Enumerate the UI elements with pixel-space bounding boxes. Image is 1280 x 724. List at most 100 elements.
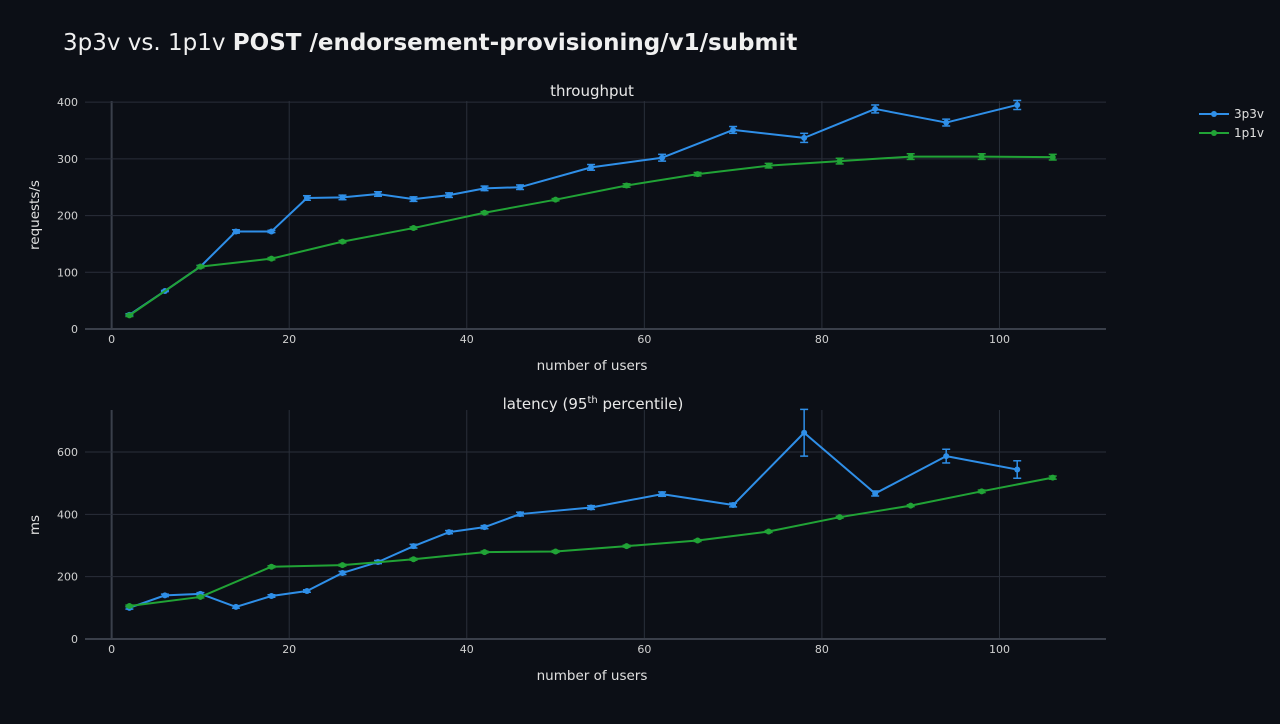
throughput-point-1p1v[interactable] <box>907 153 914 160</box>
latency-y-tick-label: 200 <box>57 571 78 584</box>
latency-point-3p3v[interactable] <box>232 603 239 610</box>
latency-x-tick-label: 0 <box>108 643 115 656</box>
throughput-point-3p3v[interactable] <box>588 164 595 171</box>
throughput-point-3p3v[interactable] <box>801 134 808 141</box>
legend-marker-3p3v <box>1211 111 1217 117</box>
throughput-y-tick-label: 200 <box>57 210 78 223</box>
throughput-series-3p3v <box>125 99 1022 318</box>
throughput-point-3p3v[interactable] <box>872 105 879 112</box>
throughput-point-1p1v[interactable] <box>197 263 204 270</box>
throughput-point-3p3v[interactable] <box>943 119 950 126</box>
throughput-series-1p1v <box>125 152 1057 319</box>
throughput-point-3p3v[interactable] <box>659 154 666 161</box>
latency-x-axis-label: number of users <box>537 668 648 684</box>
latency-line-3p3v <box>129 431 1018 609</box>
chart-title: 3p3v vs. 1p1v POST /endorsement-provisio… <box>63 30 797 56</box>
latency-point-3p3v[interactable] <box>943 453 950 460</box>
legend-label-3p3v: 3p3v <box>1234 107 1264 121</box>
latency-x-tick-label: 60 <box>637 643 651 656</box>
latency-point-1p1v[interactable] <box>410 556 417 563</box>
latency-point-1p1v[interactable] <box>836 514 843 521</box>
legend[interactable]: 3p3v 1p1v <box>1199 107 1264 140</box>
latency-x-tick-label: 100 <box>989 643 1010 656</box>
throughput-point-3p3v[interactable] <box>517 184 524 191</box>
latency-point-3p3v[interactable] <box>588 504 595 511</box>
latency-point-1p1v[interactable] <box>765 528 772 535</box>
latency-point-1p1v[interactable] <box>1049 474 1056 481</box>
latency-y-axis-label: ms <box>27 515 43 535</box>
latency-point-3p3v[interactable] <box>446 529 453 536</box>
throughput-y-tick-label: 300 <box>57 153 78 166</box>
throughput-x-tick-label: 20 <box>282 333 296 346</box>
throughput-point-1p1v[interactable] <box>978 153 985 160</box>
throughput-y-tick-label: 0 <box>71 323 78 336</box>
throughput-x-axis-label: number of users <box>537 358 648 374</box>
throughput-line-1p1v <box>128 155 1053 317</box>
throughput-point-1p1v[interactable] <box>765 162 772 169</box>
legend-marker-1p1v <box>1211 130 1217 136</box>
throughput-x-tick-label: 80 <box>815 333 829 346</box>
throughput-point-3p3v[interactable] <box>374 191 381 198</box>
throughput-point-1p1v[interactable] <box>339 238 346 245</box>
throughput-point-3p3v[interactable] <box>446 192 453 199</box>
latency-point-3p3v[interactable] <box>161 592 168 599</box>
panel-latency: latency (95th percentile) number of user… <box>27 395 1106 684</box>
throughput-point-1p1v[interactable] <box>623 182 630 189</box>
latency-x-tick-label: 20 <box>282 643 296 656</box>
throughput-point-3p3v[interactable] <box>339 194 346 201</box>
throughput-point-3p3v[interactable] <box>410 196 417 203</box>
throughput-point-1p1v[interactable] <box>268 255 275 262</box>
latency-point-3p3v[interactable] <box>481 524 488 531</box>
legend-item-3p3v[interactable]: 3p3v <box>1199 107 1264 121</box>
throughput-x-tick-label: 100 <box>989 333 1010 346</box>
latency-x-tick-label: 40 <box>460 643 474 656</box>
throughput-point-3p3v[interactable] <box>303 194 310 201</box>
throughput-point-1p1v[interactable] <box>1049 154 1056 161</box>
throughput-point-1p1v[interactable] <box>836 158 843 165</box>
throughput-x-tick-label: 40 <box>460 333 474 346</box>
throughput-point-3p3v[interactable] <box>232 228 239 235</box>
latency-point-3p3v[interactable] <box>872 490 879 497</box>
latency-point-3p3v[interactable] <box>1014 466 1021 473</box>
latency-line-1p1v <box>129 476 1053 607</box>
latency-point-1p1v[interactable] <box>552 548 559 555</box>
latency-point-3p3v[interactable] <box>410 543 417 550</box>
latency-point-1p1v[interactable] <box>339 562 346 569</box>
throughput-point-1p1v[interactable] <box>481 209 488 216</box>
latency-point-3p3v[interactable] <box>801 429 808 436</box>
throughput-x-tick-label: 60 <box>637 333 651 346</box>
throughput-point-1p1v[interactable] <box>410 225 417 232</box>
latency-y-tick-label: 600 <box>57 446 78 459</box>
throughput-point-3p3v[interactable] <box>268 228 275 235</box>
latency-point-1p1v[interactable] <box>268 563 275 570</box>
latency-point-3p3v[interactable] <box>303 588 310 595</box>
latency-point-1p1v[interactable] <box>623 543 630 550</box>
throughput-point-3p3v[interactable] <box>730 126 737 133</box>
throughput-y-tick-label: 100 <box>57 266 78 279</box>
throughput-line-3p3v <box>128 103 1018 316</box>
latency-title: latency (95th percentile) <box>503 395 684 413</box>
latency-point-3p3v[interactable] <box>730 502 737 509</box>
latency-point-3p3v[interactable] <box>659 491 666 498</box>
latency-point-1p1v[interactable] <box>481 549 488 556</box>
legend-item-1p1v[interactable]: 1p1v <box>1199 126 1264 140</box>
latency-point-3p3v[interactable] <box>517 511 524 518</box>
throughput-point-1p1v[interactable] <box>126 312 133 319</box>
throughput-title: throughput <box>550 82 634 100</box>
latency-point-1p1v[interactable] <box>978 488 985 495</box>
throughput-y-tick-label: 400 <box>57 96 78 109</box>
latency-point-1p1v[interactable] <box>126 602 133 609</box>
panel-throughput: throughput number of users requests/s 0 2… <box>27 82 1106 374</box>
latency-y-tick-label: 400 <box>57 508 78 521</box>
latency-point-3p3v[interactable] <box>268 593 275 600</box>
latency-point-3p3v[interactable] <box>339 569 346 576</box>
throughput-point-1p1v[interactable] <box>552 196 559 203</box>
throughput-point-3p3v[interactable] <box>481 185 488 192</box>
latency-point-1p1v[interactable] <box>197 593 204 600</box>
latency-point-1p1v[interactable] <box>694 537 701 544</box>
latency-point-1p1v[interactable] <box>907 502 914 509</box>
throughput-point-1p1v[interactable] <box>694 171 701 178</box>
throughput-x-tick-label: 0 <box>108 333 115 346</box>
throughput-point-3p3v[interactable] <box>1014 101 1021 108</box>
